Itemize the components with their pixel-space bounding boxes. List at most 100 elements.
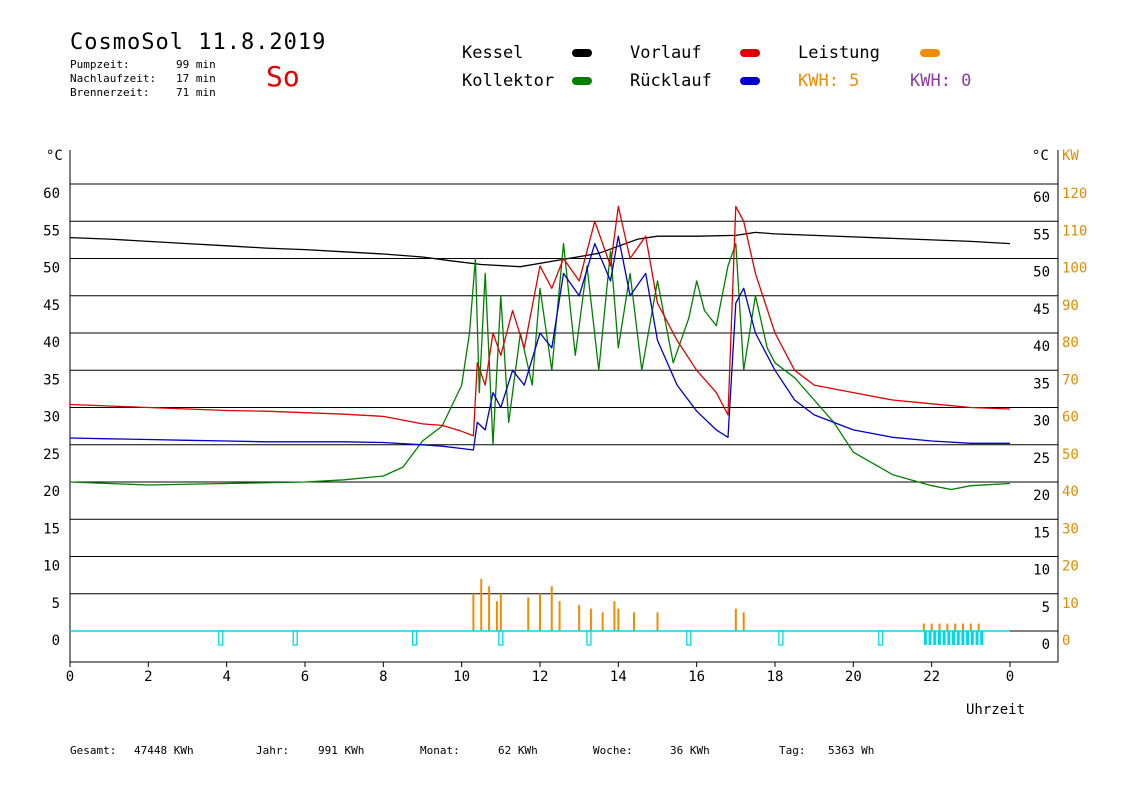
x-tick-label: 0 [66,669,74,685]
x-tick-label: 18 [767,669,784,685]
tag-label: Tag: [779,744,806,757]
nachlaufzeit-label: Nachlaufzeit: [70,72,157,85]
x-tick-label: 0 [1006,669,1014,685]
x-tick-label: 16 [688,669,705,685]
woche-value: 36 KWh [670,744,710,757]
pump-pulse [778,630,784,646]
chart-ticks: 6055504540353025201510506055504540353025… [43,186,1087,685]
y-tick-label-right: 45 [1033,302,1050,318]
y-tick-label-left: 20 [43,484,60,500]
y-tick-label-left: 0 [52,633,60,649]
legend-kollektor-label: Kollektor [462,71,555,91]
y-unit-left: °C [46,148,63,164]
y-tick-label-right: 15 [1033,525,1050,541]
legend-ruecklauf-swatch [740,77,760,85]
y-tick-label-right: 10 [1033,563,1050,579]
power-bars [472,578,980,631]
weekday-label: So [266,60,300,93]
brennerzeit-label: Brennerzeit: [70,86,150,99]
pump-pulse [956,631,960,645]
y-tick-label-power: 70 [1062,372,1079,388]
y-tick-label-power: 110 [1062,223,1087,239]
pump-pulse [980,631,984,645]
y-tick-label-power: 10 [1062,596,1079,612]
x-tick-label: 14 [610,669,627,685]
legend-kwh-orange: KWH: 5 [798,71,860,91]
monat-label: Monat: [420,744,460,757]
pump-pulse [878,630,884,646]
y-tick-label-power: 0 [1062,633,1070,649]
legend-kollektor-swatch [572,77,592,85]
y-tick-label-left: 10 [43,559,60,575]
y-tick-label-power: 120 [1062,186,1087,202]
legend-leistung-label: Leistung [798,43,880,63]
pump-pulse [498,630,504,646]
x-tick-label: 6 [301,669,309,685]
pump-pulse [966,631,970,645]
jahr-label: Jahr: [256,744,290,757]
pump-pulse [952,631,956,645]
series-line-kollektor [69,242,1011,491]
jahr-value: 991 KWh [318,744,365,757]
y-tick-label-left: 60 [43,186,60,202]
x-tick-label: 4 [222,669,230,685]
y-tick-label-right: 25 [1033,451,1050,467]
legend-leistung-swatch [920,49,940,57]
pump-pulse [923,631,927,645]
y-tick-label-power: 40 [1062,484,1079,500]
y-tick-label-power: 60 [1062,410,1079,426]
series-lines [69,205,1011,491]
legend-ruecklauf-label: Rücklauf [630,71,712,91]
pumpzeit-label: Pumpzeit: [70,58,130,71]
x-tick-label: 2 [144,669,152,685]
nachlaufzeit-value: 17 min [176,72,216,85]
y-tick-label-right: 40 [1033,339,1050,355]
legend-kessel-label: Kessel [462,43,524,63]
pump-pulse [961,631,965,645]
y-tick-label-left: 45 [43,298,60,314]
brennerzeit-value: 71 min [176,86,216,99]
y-tick-label-power: 50 [1062,447,1079,463]
y-tick-label-left: 40 [43,335,60,351]
series-line-kessel [69,231,1011,268]
y-tick-label-power: 20 [1062,559,1079,575]
x-tick-label: 20 [845,669,862,685]
pump-pulse [686,630,692,646]
pump-pulse [975,631,979,645]
x-axis-label: Uhrzeit [966,702,1025,718]
pump-pulse [218,630,224,646]
series-line-rcklauf [69,235,1010,451]
x-tick-label: 8 [379,669,387,685]
pump-pulse [942,631,946,645]
monat-value: 62 KWh [498,744,538,757]
x-tick-label: 22 [923,669,940,685]
chart-axes [69,150,1059,663]
y-unit-right: °C [1032,148,1049,164]
gesamt-label: Gesamt: [70,744,117,757]
pump-pulse [937,631,941,645]
x-tick-label: 12 [532,669,549,685]
series-line-vorlauf [69,205,1011,437]
pump-signal [70,630,1010,646]
y-tick-label-left: 50 [43,261,60,277]
legend-kwh-purple: KWH: 0 [910,71,972,91]
y-tick-label-right: 5 [1042,600,1050,616]
tag-value: 5363 Wh [828,744,875,757]
pumpzeit-value: 99 min [176,58,216,71]
pump-pulse [586,630,592,646]
y-tick-label-left: 35 [43,372,60,388]
y-tick-label-power: 100 [1062,261,1087,277]
legend-kessel-swatch [572,49,592,57]
pump-pulse [933,631,937,645]
y-tick-label-power: 90 [1062,298,1079,314]
y-tick-label-left: 5 [52,596,60,612]
y-tick-label-left: 25 [43,447,60,463]
y-tick-label-power: 30 [1062,521,1079,537]
legend-vorlauf-swatch [740,49,760,57]
y-tick-label-right: 20 [1033,488,1050,504]
gesamt-value: 47448 KWh [134,744,194,757]
y-tick-label-left: 15 [43,521,60,537]
y-tick-label-right: 50 [1033,265,1050,281]
pump-pulse [292,630,298,646]
